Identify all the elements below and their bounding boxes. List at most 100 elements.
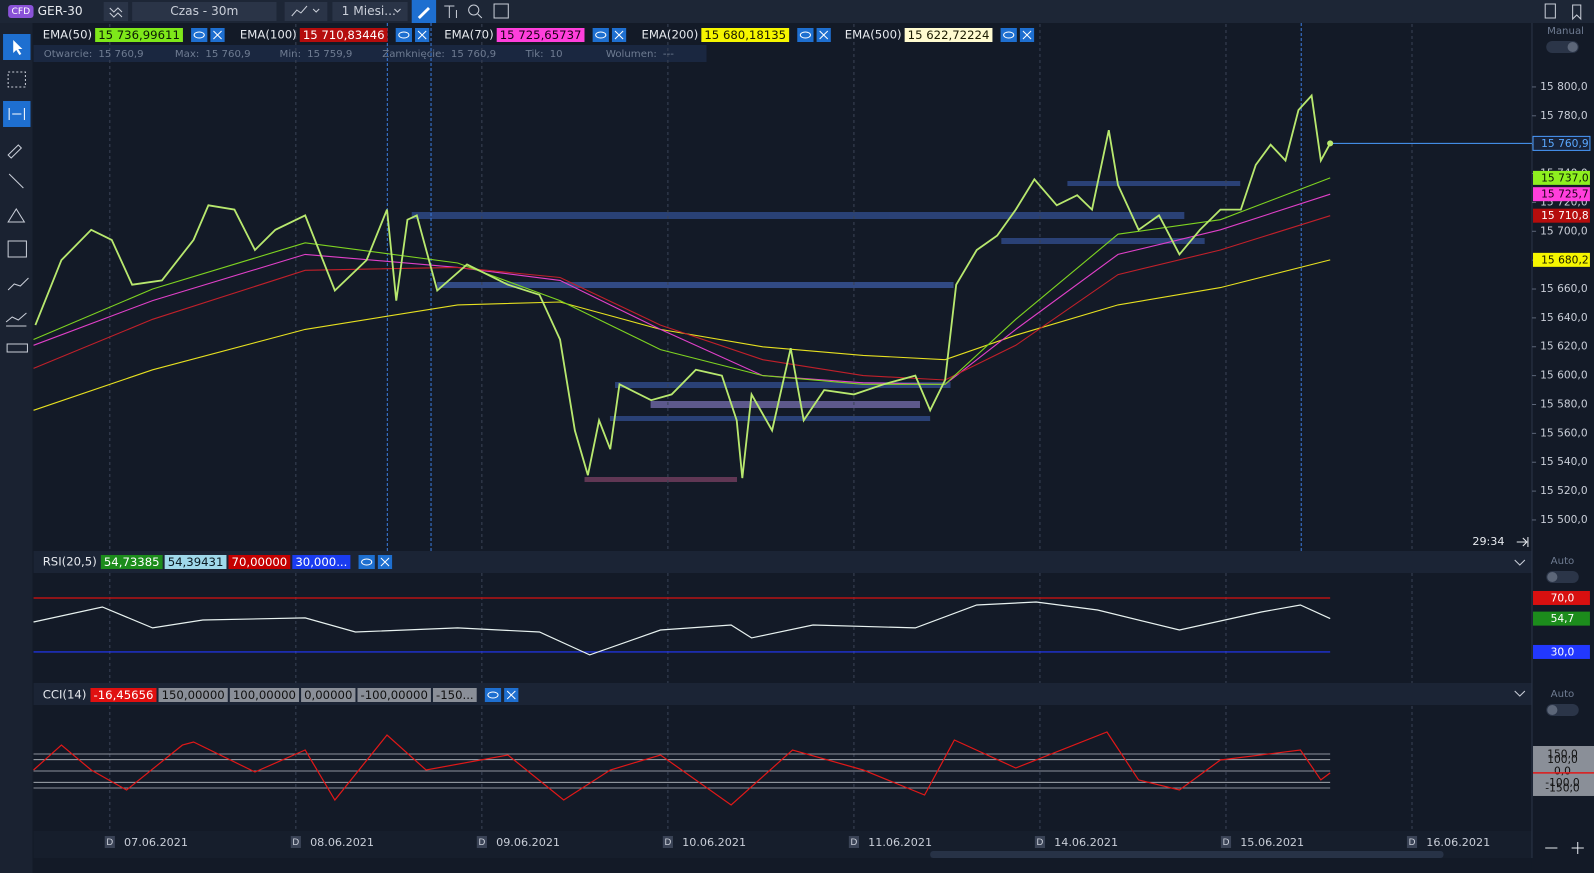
scale-mode[interactable]: Auto: [1551, 556, 1575, 567]
rsi-header: [33, 551, 1532, 573]
interval-box[interactable]: [132, 2, 277, 21]
fib-tool[interactable]: [7, 240, 27, 258]
eye-button[interactable]: [592, 28, 609, 42]
trend-tool[interactable]: [5, 312, 27, 327]
indicator-value: -150...: [436, 688, 474, 702]
zone: [1067, 181, 1241, 186]
day-marker-bg: [1034, 836, 1046, 848]
eye-button[interactable]: [1000, 28, 1017, 42]
price-tag: 15 760,9: [1541, 138, 1588, 150]
info-label: Max:: [175, 49, 199, 60]
eye-icon: [361, 558, 373, 566]
ema-line: [33, 177, 1331, 385]
measure-tool: [8, 108, 25, 120]
indicator-value: -100,00000: [361, 688, 428, 702]
zone: [437, 282, 954, 288]
current-tag: 54,7: [1551, 613, 1575, 625]
zoom-controls[interactable]: [1545, 842, 1584, 854]
info-value: 10: [550, 49, 563, 60]
pattern-tool[interactable]: [7, 277, 29, 291]
current-tag-bg: [1533, 611, 1590, 626]
level-tag: 0,0: [1554, 766, 1571, 778]
legend-name: EMA(70): [444, 28, 493, 42]
compare-button[interactable]: [103, 2, 129, 21]
eye-button[interactable]: [395, 28, 412, 42]
zone: [411, 212, 1185, 219]
info-value: 15 760,9: [205, 49, 250, 60]
rsi-collapse[interactable]: [1514, 559, 1526, 566]
layout-icon[interactable]: [1544, 3, 1556, 19]
y-tick-label: 15 600,0: [1540, 370, 1588, 382]
eye-icon: [398, 31, 410, 39]
close-icon: [819, 30, 829, 40]
day-marker-bg: [1220, 836, 1232, 848]
cci-collapse[interactable]: [1514, 690, 1526, 697]
ruler-tool[interactable]: [6, 343, 28, 353]
price-line: [34, 93, 1332, 479]
zone: [584, 477, 738, 482]
cursor-icon[interactable]: [444, 5, 457, 18]
eye-button[interactable]: [797, 28, 814, 42]
indicator-value: 100,00000: [233, 688, 296, 702]
chart-type-button[interactable]: [284, 2, 328, 21]
scale-mode[interactable]: Manual: [1547, 26, 1584, 37]
bookmark-icon[interactable]: [1572, 4, 1582, 21]
price-tag-bg: [1533, 170, 1590, 185]
candle-timer: 29:34: [1472, 535, 1504, 548]
info-label: Zamknięcie:: [382, 49, 445, 60]
indicator-value-bg: [357, 688, 431, 702]
scale-mode[interactable]: Auto: [1551, 689, 1575, 700]
zone: [650, 401, 921, 408]
indicator-icon[interactable]: [493, 3, 509, 19]
scrollbar[interactable]: [930, 851, 1444, 858]
y-tick-label: 15 800,0: [1540, 81, 1588, 93]
indicator-value: 150,00000: [162, 688, 225, 702]
price-tag: 15 737,0: [1541, 172, 1589, 184]
indicator-value-bg: [90, 688, 157, 702]
legend-value: 15 622,72224: [908, 28, 990, 42]
info-bar: [33, 45, 707, 62]
range-caret: [394, 8, 401, 13]
pencil-tool[interactable]: [7, 144, 23, 159]
scroll-end-icon[interactable]: [1516, 537, 1529, 547]
eye-button[interactable]: [484, 688, 502, 702]
eye-button[interactable]: [358, 555, 375, 569]
y-tick-label: 15 720,0: [1540, 196, 1588, 208]
zoom-icon[interactable]: [468, 4, 480, 16]
x-tick-label: 10.06.2021: [682, 836, 746, 849]
day-marker-bg: [290, 836, 301, 848]
close-icon: [380, 557, 390, 567]
select-tool[interactable]: [7, 71, 26, 88]
legend-value-bg: [496, 28, 585, 42]
toggle-knob: [1567, 42, 1578, 52]
info-label: Otwarcie:: [44, 49, 93, 60]
badge-bg: [8, 5, 34, 18]
indicator-value-bg: [301, 688, 356, 702]
day-marker: D: [1036, 838, 1043, 848]
eye-button[interactable]: [191, 28, 208, 42]
close-icon: [213, 30, 222, 40]
indicator-value-bg: [158, 688, 228, 702]
eye-icon: [1003, 31, 1015, 39]
level-tag: 100,0: [1547, 754, 1578, 766]
legend-value-bg: [299, 28, 388, 42]
indicator-value-bg: [292, 555, 351, 569]
symbol[interactable]: GER-30: [38, 4, 83, 18]
interval: Czas - 30m: [170, 4, 238, 18]
legend-value-bg: [904, 28, 993, 42]
x-tick-label: 11.06.2021: [868, 836, 932, 849]
indicator-value-bg: [100, 555, 163, 569]
badge: CFD: [11, 7, 30, 17]
info-label: Min:: [280, 49, 301, 60]
eye-icon: [487, 691, 499, 699]
shape-tool[interactable]: [7, 208, 26, 223]
x-tick-label: 16.06.2021: [1426, 836, 1490, 849]
level-tag: 150,0: [1547, 749, 1578, 761]
info-value: 15 760,9: [451, 49, 496, 60]
level-tag: -100,0: [1545, 777, 1580, 789]
line-tool[interactable]: [8, 173, 24, 189]
range-box[interactable]: [332, 2, 408, 21]
eye-icon: [799, 31, 811, 39]
price-tag: 15 680,2: [1541, 254, 1588, 266]
